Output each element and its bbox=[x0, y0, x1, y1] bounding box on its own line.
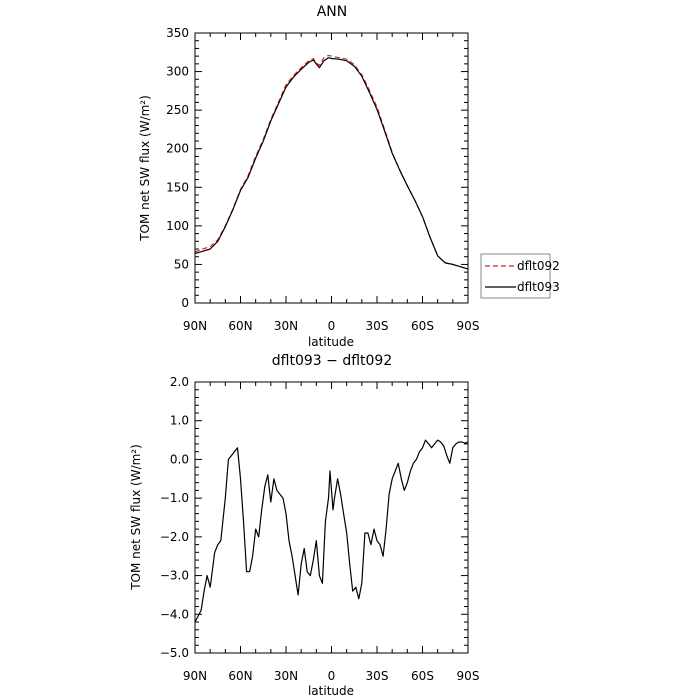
bottom-x-axis-label: latitude bbox=[308, 684, 354, 698]
top-x-tick-label: 90N bbox=[183, 319, 207, 333]
bottom-series bbox=[194, 439, 469, 623]
bottom-y-tick-label: −3.0 bbox=[160, 569, 189, 583]
bottom-x-tick-label: 30S bbox=[366, 669, 389, 683]
top-y-tick-label: 250 bbox=[166, 103, 189, 117]
top-y-ticks: 0 50 100 150 200 250 300 350 bbox=[166, 26, 468, 310]
bottom-x-tick-label: 60S bbox=[411, 669, 434, 683]
bottom-plot-frame bbox=[194, 381, 469, 654]
bottom-y-tick-label: −2.0 bbox=[160, 530, 189, 544]
top-y-tick-label: 0 bbox=[181, 296, 189, 310]
top-series-line-dflt093 bbox=[194, 57, 469, 270]
top-x-tick-label: 60N bbox=[228, 319, 252, 333]
bottom-x-tick-label: 0 bbox=[328, 669, 336, 683]
top-y-tick-label: 100 bbox=[166, 219, 189, 233]
bottom-panel: dflt093 − dflt092 −5.0 −4.0 −3.0 −2.0 −1.0 0.… bbox=[129, 353, 479, 698]
bottom-y-tick-label: 0.0 bbox=[170, 452, 189, 466]
top-y-axis-label: TOM net SW flux (W/m²) bbox=[138, 95, 152, 242]
bottom-x-ticks: 90N 60N 30N 0 30S 60S 90S bbox=[183, 382, 480, 683]
bottom-y-tick-label: 2.0 bbox=[170, 375, 189, 389]
top-x-axis-label: latitude bbox=[308, 335, 354, 349]
bottom-y-ticks: −5.0 −4.0 −3.0 −2.0 −1.0 0.0 1.0 2.0 bbox=[160, 375, 468, 660]
top-x-tick-label: 90S bbox=[457, 319, 480, 333]
top-x-tick-label: 60S bbox=[411, 319, 434, 333]
top-x-tick-label: 30N bbox=[274, 319, 298, 333]
top-panel: ANN 0 50 100 150 200 250 300 350 90N 60N 30N 0 30S 6… bbox=[138, 4, 560, 349]
top-y-tick-label: 300 bbox=[166, 65, 189, 79]
bottom-y-axis-label: TOM net SW flux (W/m²) bbox=[129, 444, 143, 591]
bottom-series-line-0 bbox=[194, 439, 469, 623]
top-x-ticks: 90N 60N 30N 0 30S 60S 90S bbox=[183, 33, 480, 333]
top-y-tick-label: 350 bbox=[166, 26, 189, 40]
top-plot-frame bbox=[194, 32, 469, 304]
top-series bbox=[194, 54, 469, 270]
top-y-tick-label: 150 bbox=[166, 180, 189, 194]
bottom-x-tick-label: 90N bbox=[183, 669, 207, 683]
top-legend: dflt092 dflt093 bbox=[480, 253, 560, 299]
bottom-x-tick-label: 90S bbox=[457, 669, 480, 683]
bottom-x-tick-label: 30N bbox=[274, 669, 298, 683]
bottom-y-tick-label: 1.0 bbox=[170, 414, 189, 428]
bottom-y-tick-label: −1.0 bbox=[160, 491, 189, 505]
legend-label-dflt092: dflt092 bbox=[517, 259, 560, 273]
top-chart-title: ANN bbox=[317, 4, 348, 20]
top-x-tick-label: 30S bbox=[366, 319, 389, 333]
bottom-chart-title: dflt093 − dflt092 bbox=[272, 353, 392, 369]
top-x-tick-label: 0 bbox=[328, 319, 336, 333]
top-y-tick-label: 50 bbox=[174, 257, 189, 271]
top-y-tick-label: 200 bbox=[166, 142, 189, 156]
legend-box bbox=[480, 253, 551, 299]
bottom-x-tick-label: 60N bbox=[228, 669, 252, 683]
bottom-y-tick-label: −4.0 bbox=[160, 607, 189, 621]
legend-label-dflt093: dflt093 bbox=[517, 280, 560, 294]
top-series-line-dflt092 bbox=[194, 54, 469, 270]
bottom-y-tick-label: −5.0 bbox=[160, 646, 189, 660]
